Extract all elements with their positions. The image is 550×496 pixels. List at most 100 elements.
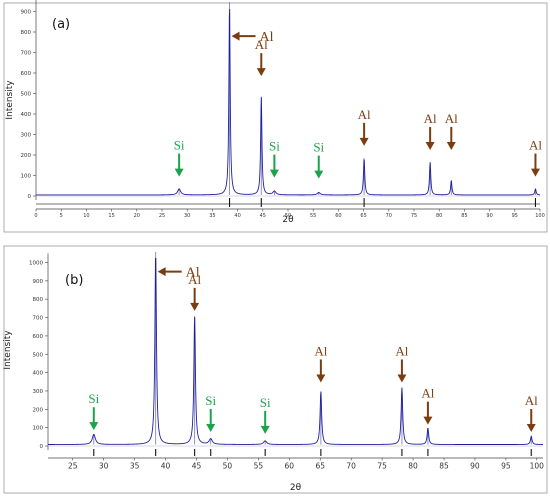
x-tick-label: 100 [535,213,545,219]
al-peak-annotation: Al [424,111,437,150]
y-tick-label: 200 [33,407,44,413]
y-tick-label: 200 [21,153,32,159]
x-tick-label: 90 [486,213,492,219]
x-tick-label: 45 [192,462,202,471]
annotation-label: Al [255,37,268,52]
x-tick-label: 65 [360,213,366,219]
y-tick-label: 300 [21,133,32,139]
al-peak-annotation: Al [529,138,542,177]
y-tick-label: 100 [21,174,32,180]
x-tick-label: 75 [377,462,387,471]
x-tick-label: 15 [108,213,114,219]
annotation-label: Si [313,140,324,155]
y-tick-label: 400 [33,371,44,377]
x-tick-label: 85 [439,462,449,471]
y-tick-label: 900 [21,10,32,16]
panel-b: 0 100 200 300 400 500 600 700 800 900 1000 25 30 35 40… [3,245,548,494]
y-axis-label: Intensity [5,80,15,120]
arrow-head-icon [206,423,216,432]
x-tick-label: 55 [254,462,264,471]
x-tick-label: 55 [310,213,316,219]
y-tick-label: 900 [33,279,44,285]
annotation-label: Al [395,343,408,358]
x-tick-label: 35 [209,213,215,219]
si-peak-annotation: Si [205,393,217,432]
y-tick-label: 500 [21,92,32,98]
annotation-label: Al [525,393,538,408]
x-tick-label: 50 [285,213,291,219]
y-tick-label: 300 [33,389,44,395]
panel-a: 0 100 200 300 400 500 600 700 800 900 0 5 10 15 20 25 30… [3,0,548,233]
y-tick-label: 600 [33,334,44,340]
annotation-label: Al [358,107,371,122]
x-tick-label: 40 [161,462,171,471]
y-tick-label: 0 [28,194,32,200]
x-tick-label: 40 [234,213,240,219]
arrow-head-icon [260,425,270,434]
panel-label: (a) [52,17,70,32]
arrow-head-icon [314,170,324,179]
arrow-head-icon [359,137,369,146]
x-tick-label: 35 [130,462,140,471]
al-peak-annotation: Al [358,107,371,146]
y-tick-label: 100 [33,426,44,432]
x-tick-label: 60 [285,462,295,471]
arrow-head-icon [157,267,166,277]
x-tick-label: 85 [461,213,467,219]
x-tick-label: 30 [184,213,190,219]
x-tick-label: 20 [134,213,140,219]
annotation-label: Si [269,139,280,154]
x-axis-label: 2θ [290,483,302,493]
annotation-label: Si [88,391,99,406]
xrd-trace [36,8,541,196]
annotation-label: Al [188,272,201,287]
arrow-head-icon [316,374,326,383]
y-tick-label: 1000 [29,261,43,267]
arrow-head-icon [530,168,540,177]
x-tick-label: 65 [315,462,325,471]
si-peak-annotation: Si [88,391,100,431]
arrow-head-icon [425,141,435,150]
x-tick-label: 80 [436,213,442,219]
panel-frame [3,245,548,494]
si-peak-annotation: Si [174,138,185,177]
x-tick-label: 70 [346,462,356,471]
al-peak-annotation: Al [231,30,274,45]
annotation-label: Al [424,111,437,126]
x-tick-label: 25 [159,213,165,219]
x-tick-label: 0 [34,213,37,219]
x-tick-label: 90 [470,462,480,471]
annotation-label: Al [421,386,434,401]
annotation-label: Al [260,30,274,45]
al-peak-annotation: Al [314,343,328,383]
x-tick-label: 50 [223,462,233,471]
x-tick-label: 60 [335,213,341,219]
annotation-label: Al [529,138,542,153]
arrow-head-icon [446,141,456,150]
panel-frame [3,2,548,233]
arrow-head-icon [190,302,200,311]
x-tick-label: 70 [386,213,392,219]
x-tick-label: 80 [408,462,418,471]
x-tick-label: 5 [60,213,63,219]
al-peak-annotation: Al [525,393,538,432]
al-peak-annotation: Al [255,37,268,77]
xrd-trace [48,258,543,445]
annotation-label: Al [186,266,200,281]
si-peak-annotation: Si [260,395,271,434]
y-tick-label: 0 [40,444,44,450]
y-axis-label: Intensity [3,330,13,370]
x-tick-label: 10 [83,213,89,219]
arrow-head-icon [269,169,279,178]
x-axis-label: 2θ [282,215,294,225]
arrow-head-icon [89,422,99,431]
al-peak-annotation: Al [395,343,409,383]
y-tick-label: 600 [21,71,32,77]
arrow-head-icon [423,416,433,425]
annotation-label: Al [314,343,327,358]
al-peak-annotation: Al [157,266,200,281]
x-tick-label: 95 [501,462,511,471]
x-tick-label: 30 [99,462,109,471]
panel-label: (b) [65,273,83,288]
